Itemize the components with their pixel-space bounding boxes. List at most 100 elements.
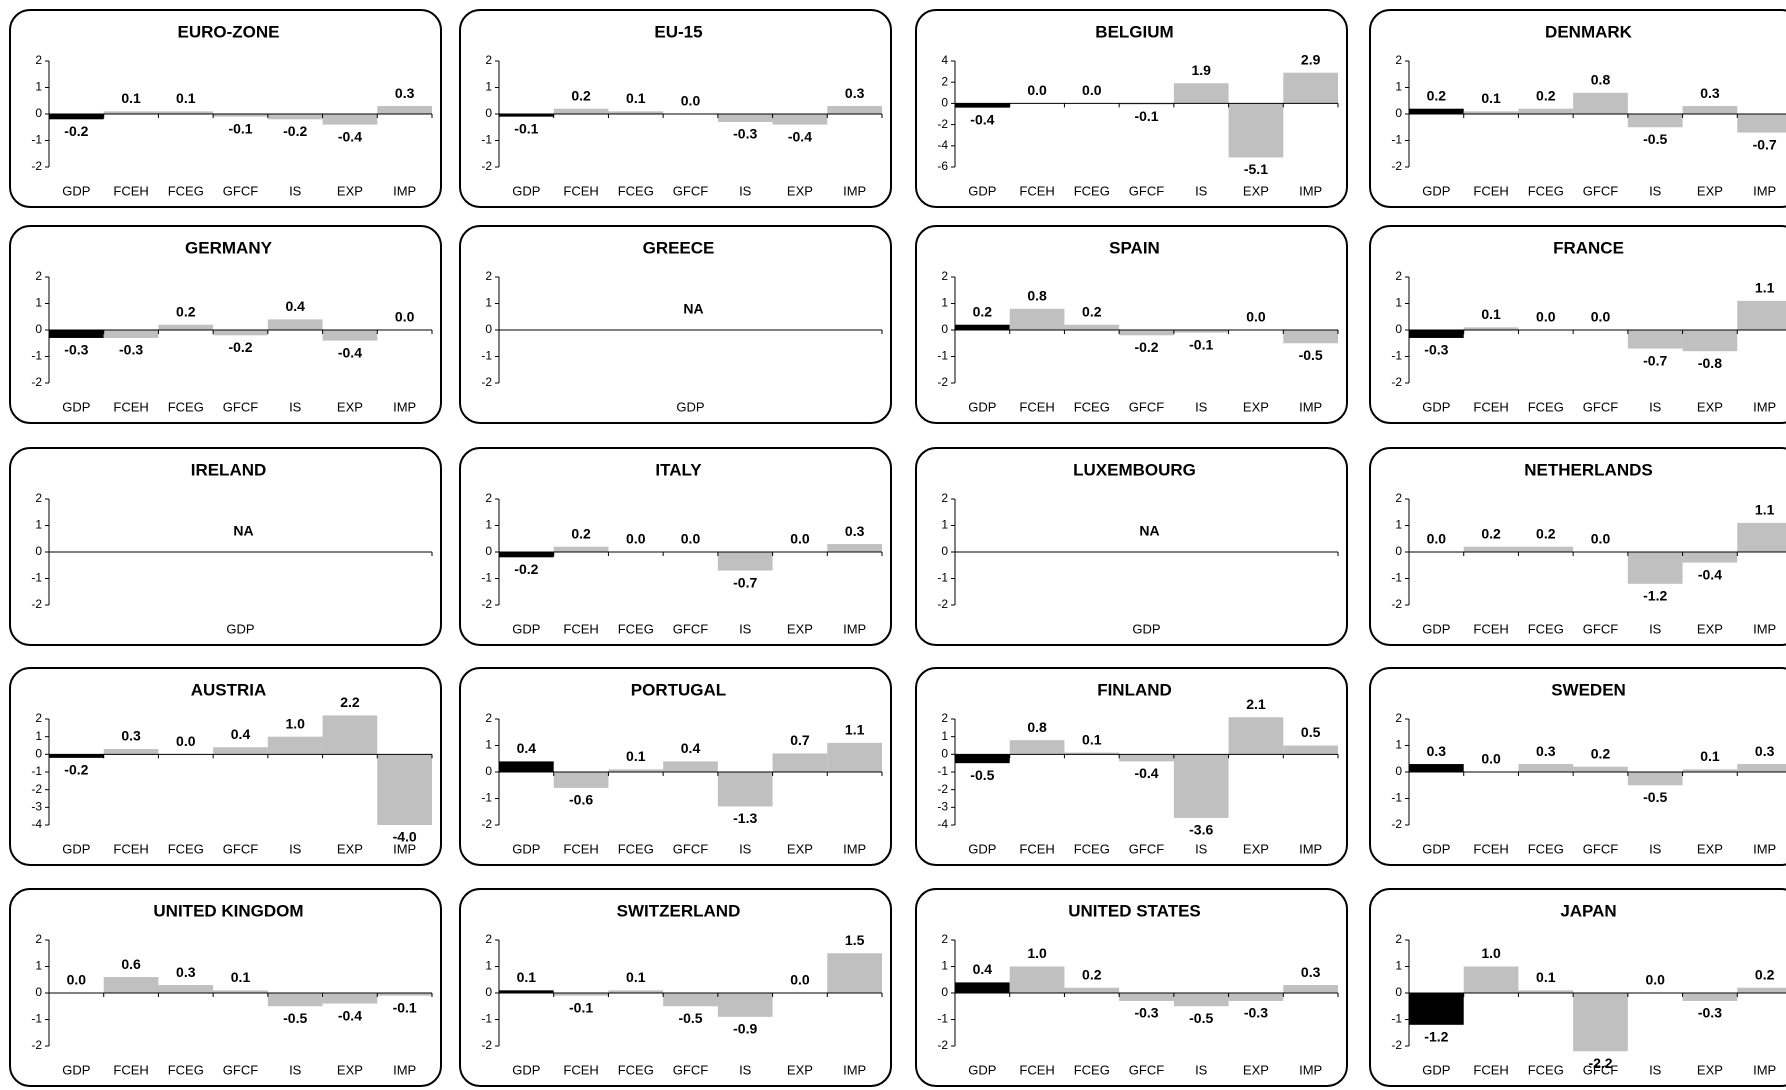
- data-label: 0.0: [790, 531, 810, 547]
- bar: [1682, 106, 1738, 114]
- y-tick-label: -2: [937, 782, 948, 796]
- panel-frame: [915, 447, 1348, 646]
- y-tick-label: 1: [485, 518, 492, 532]
- x-tick-label: IS: [289, 841, 302, 856]
- x-tick-label: EXP: [337, 1062, 363, 1077]
- x-tick-label: GDP: [968, 1062, 996, 1077]
- y-tick-label: 0: [1395, 985, 1402, 999]
- y-tick-label: 2: [35, 932, 42, 946]
- data-label: -0.7: [1643, 352, 1667, 368]
- chart-title: FRANCE: [1553, 238, 1624, 257]
- x-tick-label: GDP: [1422, 841, 1450, 856]
- data-label: -0.2: [514, 561, 538, 577]
- bar: [1627, 772, 1683, 786]
- x-tick-label: GDP: [968, 841, 996, 856]
- bar: [103, 749, 159, 755]
- x-tick-label: GDP: [1132, 621, 1160, 636]
- x-tick-label: GDP: [62, 183, 90, 198]
- x-tick-label: EXP: [1243, 399, 1269, 414]
- x-tick-label: EXP: [787, 621, 813, 636]
- x-tick-label: IS: [739, 1062, 752, 1077]
- data-label: 0.7: [790, 732, 810, 748]
- chart-panel: AUSTRIA -4 -3 -2 -1 0 1 2 GDP -0.2 FCEH 0.3 FCEG 0.0 G…: [9, 667, 442, 866]
- x-tick-label: IMP: [1753, 183, 1776, 198]
- bar: [1627, 114, 1683, 128]
- bar: [1409, 993, 1464, 1025]
- chart-panel: DENMARK -2 -1 0 1 2 GDP 0.2 FCEH 0.1 FCEG 0.2 GFCF 0.…: [1369, 9, 1786, 208]
- data-label: -1.3: [733, 810, 757, 826]
- bar: [1627, 552, 1683, 584]
- bar: [213, 747, 268, 755]
- data-label: -0.3: [1698, 1005, 1722, 1021]
- annotation: NA: [683, 301, 703, 317]
- y-tick-label: -1: [1391, 791, 1402, 805]
- bar: [377, 106, 432, 114]
- y-tick-label: 1: [941, 518, 948, 532]
- bar: [1064, 324, 1120, 330]
- data-label: 1.1: [1755, 502, 1775, 518]
- data-label: 0.8: [1027, 288, 1047, 304]
- data-label: 0.0: [790, 972, 810, 988]
- bar: [1737, 764, 1786, 772]
- y-tick-label: 1: [1395, 296, 1402, 310]
- chart-panel: FINLAND -4 -3 -2 -1 0 1 2 GDP -0.5 FCEH 0.8 FCEG 0.1 G…: [915, 667, 1348, 866]
- bar: [1573, 993, 1628, 1052]
- bar: [1173, 83, 1229, 104]
- bar: [663, 761, 718, 772]
- y-tick-label: -2: [481, 375, 492, 389]
- data-label: -0.3: [64, 342, 88, 358]
- bar: [1009, 308, 1065, 330]
- x-tick-label: FCEG: [618, 183, 654, 198]
- x-tick-label: IMP: [1299, 841, 1322, 856]
- bar: [1463, 966, 1519, 993]
- data-label: 0.3: [845, 85, 865, 101]
- data-label: -0.7: [733, 574, 757, 590]
- panel-frame: [915, 9, 1348, 208]
- y-tick-label: 0: [485, 544, 492, 558]
- bar: [1283, 72, 1338, 104]
- x-tick-label: FCEH: [563, 183, 598, 198]
- y-tick-label: -2: [31, 375, 42, 389]
- chart-panel: NETHERLANDS -2 -1 0 1 2 GDP 0.0 FCEH 0.2 FCEG 0.2 GF…: [1369, 447, 1786, 646]
- data-label: -0.4: [788, 128, 812, 144]
- x-tick-label: FCEH: [113, 183, 148, 198]
- panel-frame: [1369, 225, 1786, 424]
- data-label: -0.2: [283, 123, 307, 139]
- x-tick-label: IMP: [393, 1062, 416, 1077]
- data-label: -0.1: [1134, 108, 1158, 124]
- data-label: 1.1: [845, 722, 865, 738]
- data-label: -0.1: [1189, 336, 1213, 352]
- chart-title: EURO-ZONE: [178, 22, 280, 41]
- x-tick-label: GDP: [512, 183, 540, 198]
- x-tick-label: EXP: [1243, 183, 1269, 198]
- data-label: 0.2: [1082, 966, 1102, 982]
- y-tick-label: -1: [937, 349, 948, 363]
- bar: [499, 114, 554, 117]
- y-tick-label: 0: [1395, 764, 1402, 778]
- chart-panel: GERMANY -2 -1 0 1 2 GDP -0.3 FCEH -0.3 FCEG 0.2 GFCF…: [9, 225, 442, 424]
- panel-frame: [9, 225, 442, 424]
- y-tick-label: 1: [1395, 959, 1402, 973]
- chart-title: PORTUGAL: [631, 680, 726, 699]
- bar: [955, 103, 1010, 108]
- y-tick-label: 0: [35, 106, 42, 120]
- chart-title: UNITED STATES: [1068, 901, 1201, 920]
- bar: [827, 953, 882, 993]
- chart-panel: UNITED KINGDOM -2 -1 0 1 2 GDP 0.0 FCEH 0.6 FCEG 0.…: [9, 888, 442, 1087]
- y-tick-label: -2: [937, 597, 948, 611]
- bar: [1119, 754, 1174, 762]
- y-tick-label: -2: [31, 782, 42, 796]
- x-tick-label: GDP: [676, 399, 704, 414]
- data-label: 0.1: [1481, 90, 1501, 106]
- y-tick-label: 0: [35, 544, 42, 558]
- bar: [1409, 108, 1464, 114]
- x-tick-label: FCEH: [113, 841, 148, 856]
- x-tick-label: FCEH: [563, 841, 598, 856]
- x-tick-label: IS: [1649, 841, 1662, 856]
- chart-title: SPAIN: [1109, 238, 1160, 257]
- data-label: 1.0: [1481, 945, 1501, 961]
- bar: [1409, 330, 1464, 338]
- bar: [377, 754, 432, 825]
- annotation: NA: [233, 523, 253, 539]
- x-tick-label: GFCF: [223, 183, 258, 198]
